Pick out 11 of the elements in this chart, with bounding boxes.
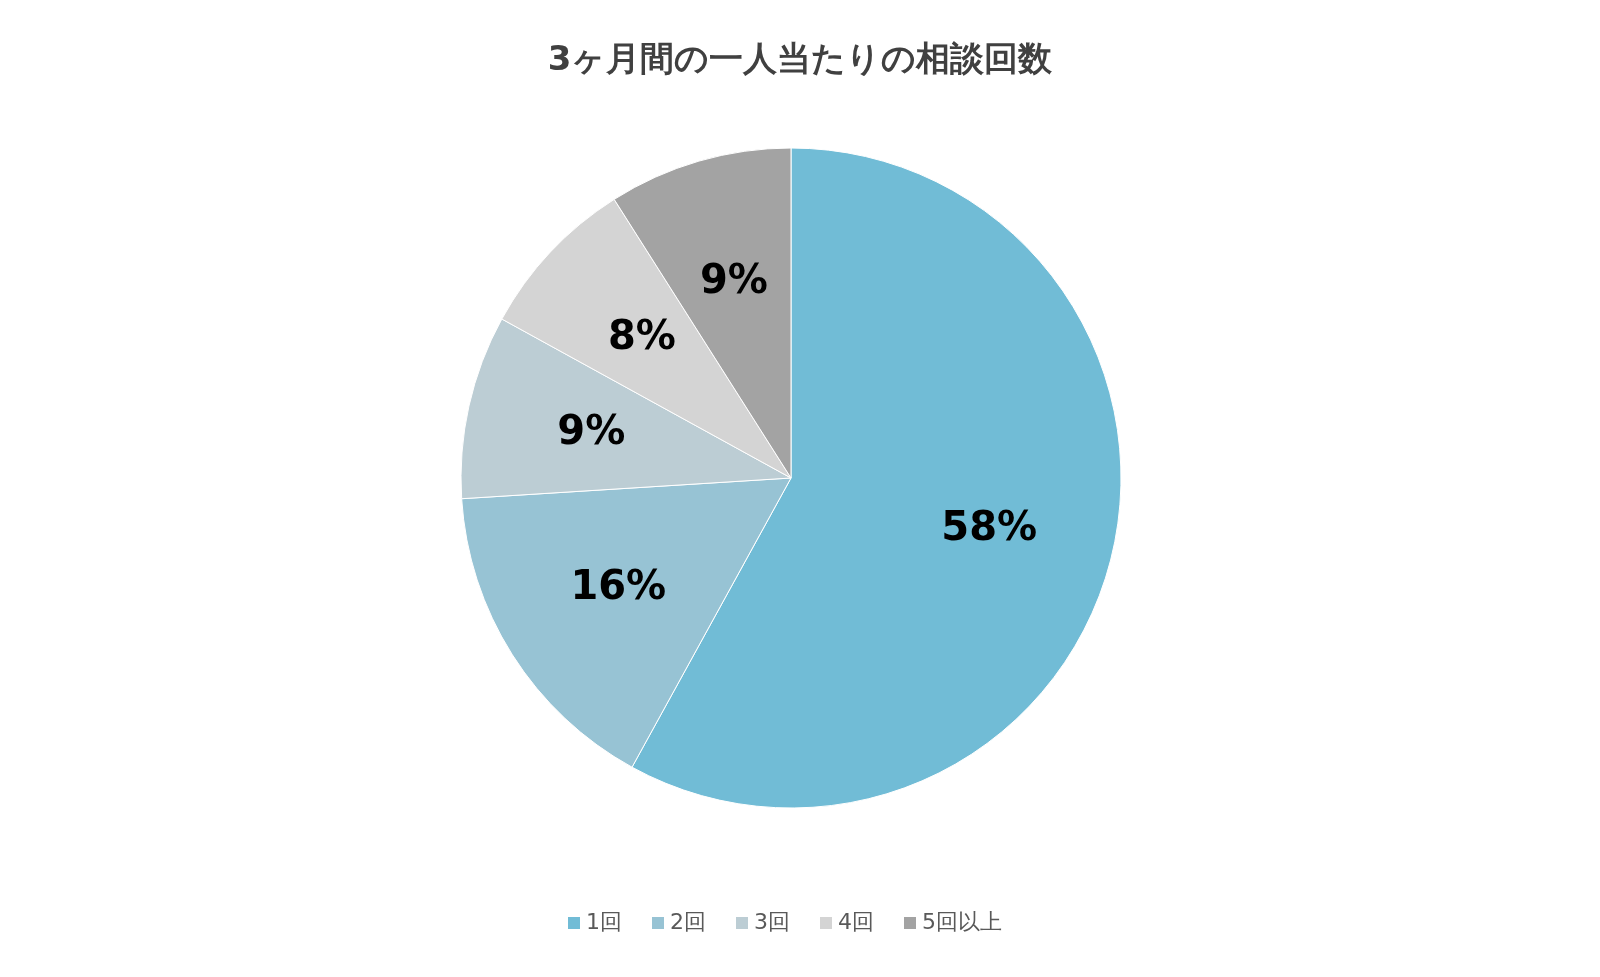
data-label: 16% <box>570 561 667 608</box>
legend-label: 3回 <box>754 909 790 934</box>
data-label: 58% <box>941 502 1038 549</box>
data-label: 9% <box>699 255 768 302</box>
chart-title: 3ヶ月間の一人当たりの相談回数 <box>547 38 1054 78</box>
data-label: 8% <box>607 311 676 358</box>
legend-label: 2回 <box>670 909 706 934</box>
data-label: 9% <box>557 407 626 454</box>
legend-label: 4回 <box>838 909 874 934</box>
legend-label: 1回 <box>586 909 622 934</box>
legend-label: 5回以上 <box>922 909 1002 934</box>
